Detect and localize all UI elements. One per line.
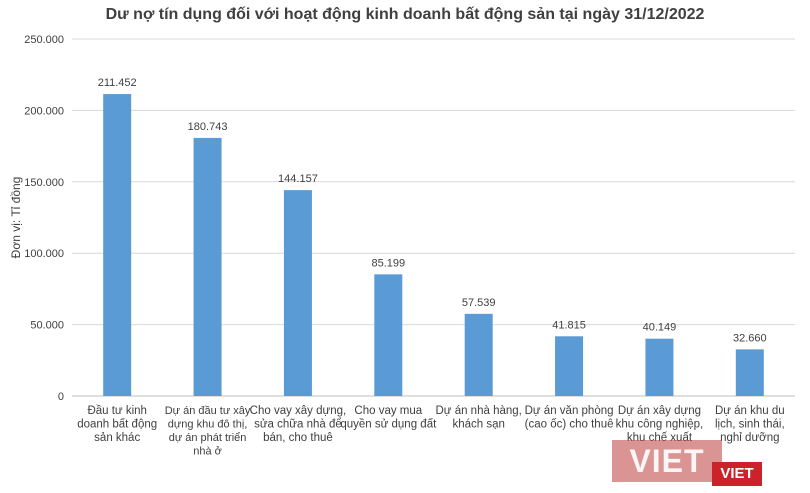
bar-value-label: 85.199: [371, 257, 405, 269]
bar-value-label: 32.660: [733, 332, 767, 344]
bar: [464, 313, 493, 396]
y-tick-label: 0: [58, 391, 64, 403]
y-tick-label: 200.000: [24, 105, 64, 117]
bar-value-label: 40.149: [643, 322, 677, 334]
bar: [555, 336, 584, 396]
x-category-label-line: dựng khu đô thị,: [168, 419, 248, 431]
bar-value-label: 211.452: [98, 77, 137, 89]
x-category-label-line: Dự án văn phòng: [525, 405, 614, 417]
y-axis-title: Đơn vị: Tỉ đồng: [9, 177, 23, 259]
bar: [645, 338, 674, 396]
x-category-label: Dự án nhà hàng, khách sạn: [436, 405, 522, 431]
x-category-label-line: sửa chữa nhà để: [254, 419, 342, 431]
x-category-label-line: Dự án khu du: [715, 405, 785, 417]
x-category-label: Cho vay mua quyền sử dụng đất: [340, 405, 437, 431]
x-category-label: Đầu tư kinh doanh bất động sản khác: [77, 405, 157, 444]
bar: [193, 137, 222, 397]
x-category-label-line: Dự án xây dựng: [618, 405, 701, 417]
y-tick-label: 150.000: [24, 177, 64, 189]
x-category-label-line: dự án phát triển: [169, 432, 247, 444]
bar: [283, 190, 312, 396]
bar-value-label: 41.815: [552, 319, 586, 331]
x-category-label: Dự án xây dựng khu công nghiệp, khu chế xu…: [616, 405, 704, 444]
bar-value-label: 180.743: [188, 121, 228, 133]
x-category-label: Dự án văn phòng (cao ốc) cho thuê: [525, 405, 614, 431]
x-category-label-line: doanh bất động: [77, 419, 157, 431]
x-category-label: Cho vay xây dựng, sửa chữa nhà để bán, cho…: [250, 405, 347, 444]
x-category-label-line: khu công nghiệp,: [616, 419, 704, 431]
x-category-label-line: Dự án nhà hàng,: [436, 405, 522, 417]
x-category-label-line: lịch, sinh thái,: [715, 419, 785, 431]
x-category-label: Dự án khu du lịch, sinh thái, nghỉ dưỡng: [715, 405, 785, 444]
x-category-label: Dự án đầu tư xây dựng khu đô thị, dự án ph…: [165, 405, 251, 458]
bar: [103, 94, 132, 397]
x-category-label-line: nghỉ dưỡng: [720, 432, 779, 444]
x-category-label-line: bán, cho thuê: [263, 432, 333, 444]
x-category-label-line: Cho vay xây dựng,: [250, 405, 347, 417]
y-tick-label: 250.000: [24, 34, 64, 46]
x-category-label-line: khách sạn: [452, 419, 504, 431]
x-category-label-line: (cao ốc) cho thuê: [525, 419, 614, 431]
x-category-label-line: Cho vay mua: [354, 405, 422, 417]
x-category-label-line: Đầu tư kinh: [87, 405, 146, 417]
bar: [735, 349, 764, 396]
watermark-badge: VIET: [712, 462, 762, 486]
bar: [374, 274, 403, 396]
x-category-label-line: Dự án đầu tư xây: [165, 405, 251, 417]
bar-value-label: 144.157: [278, 173, 318, 185]
chart-title: Dư nợ tín dụng đối với hoạt động kinh do…: [105, 6, 705, 23]
watermark-logo: VIET: [612, 440, 722, 482]
x-category-label-line: nhà ở: [193, 446, 222, 458]
x-category-label-line: sản khác: [94, 432, 140, 444]
bar-value-label: 57.539: [462, 297, 496, 309]
y-tick-label: 100.000: [24, 248, 64, 260]
x-category-label-line: quyền sử dụng đất: [340, 419, 437, 431]
y-tick-label: 50.000: [30, 320, 64, 332]
